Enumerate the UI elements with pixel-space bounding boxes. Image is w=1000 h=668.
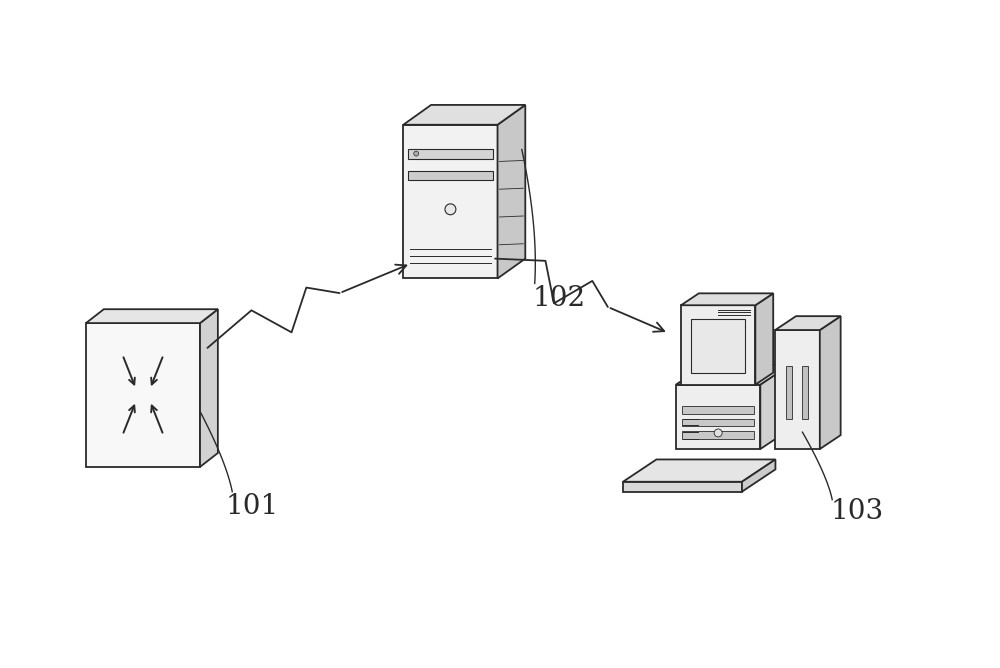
Polygon shape (682, 432, 754, 440)
Polygon shape (408, 171, 493, 180)
Circle shape (714, 429, 722, 437)
Polygon shape (681, 293, 773, 305)
Polygon shape (403, 105, 525, 125)
Polygon shape (691, 319, 745, 373)
Text: 101: 101 (225, 493, 279, 520)
Polygon shape (676, 365, 790, 385)
Polygon shape (742, 460, 775, 492)
Polygon shape (682, 405, 754, 413)
Polygon shape (86, 323, 200, 467)
Circle shape (414, 151, 419, 156)
Polygon shape (86, 309, 218, 323)
Polygon shape (820, 316, 841, 449)
Polygon shape (786, 366, 792, 420)
Polygon shape (408, 149, 493, 158)
Polygon shape (681, 305, 755, 385)
Text: 103: 103 (830, 498, 884, 525)
Polygon shape (403, 125, 498, 279)
Text: 102: 102 (533, 285, 586, 312)
Polygon shape (623, 460, 775, 482)
Polygon shape (200, 309, 218, 467)
Polygon shape (682, 419, 754, 426)
Polygon shape (775, 316, 841, 330)
Polygon shape (775, 330, 820, 449)
Polygon shape (755, 293, 773, 385)
Polygon shape (676, 385, 760, 449)
Polygon shape (802, 366, 808, 420)
Polygon shape (498, 105, 525, 279)
Polygon shape (623, 482, 742, 492)
Circle shape (445, 204, 456, 214)
Polygon shape (760, 365, 790, 449)
